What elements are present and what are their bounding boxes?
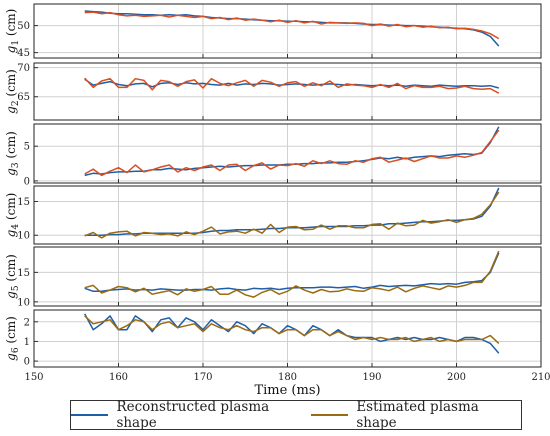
y-tick-label: 15	[17, 268, 30, 279]
y-axis-label: g1 (cm)	[4, 9, 21, 54]
x-tick-label: 200	[447, 372, 466, 383]
panel-frame	[33, 3, 542, 59]
legend-label-estimated: Estimated plasma shape	[356, 399, 479, 431]
y-tick-label: 70	[17, 63, 30, 74]
x-axis-label: Time (ms)	[254, 383, 320, 398]
series-line-estimated	[84, 129, 500, 177]
x-tick-label: 180	[278, 372, 297, 383]
legend-item-reconstructed: Reconstructed plasma shape	[71, 399, 311, 431]
y-tick-label: 10	[17, 297, 30, 308]
legend-label-reconstructed: Reconstructed plasma shape	[116, 399, 270, 431]
y-tick-label: 2	[24, 317, 30, 328]
x-tick-label: 150	[24, 372, 43, 383]
y-tick-label: 0	[24, 357, 30, 368]
y-axis-label: g2 (cm)	[4, 69, 21, 114]
series-line-estimated	[84, 77, 500, 94]
series-line-estimated	[84, 315, 500, 344]
x-tick-label: 190	[362, 372, 381, 383]
series-line-estimated	[84, 191, 500, 239]
x-tick-label: 210	[531, 372, 550, 383]
y-tick-label: 45	[17, 48, 30, 59]
legend-swatch-estimated	[310, 414, 349, 416]
panel-frame	[33, 123, 542, 184]
y-tick-label: 15	[17, 197, 30, 208]
y-tick-label: 65	[17, 92, 30, 103]
y-axis-label: g6 (cm)	[4, 316, 21, 361]
y-tick-label: 1	[24, 337, 30, 348]
y-axis-label: g5 (cm)	[4, 254, 21, 299]
y-axis-label: g4 (cm)	[4, 193, 21, 238]
series-line-reconstructed	[84, 187, 500, 236]
series-line-reconstructed	[84, 313, 500, 354]
y-tick-label: 10	[17, 231, 30, 242]
panel-frame	[33, 246, 542, 307]
legend-item-estimated: Estimated plasma shape	[310, 399, 521, 431]
y-tick-label: 0	[24, 176, 30, 187]
panel-frame	[33, 62, 542, 121]
y-axis-label: g3 (cm)	[4, 131, 21, 176]
y-tick-label: 5	[24, 142, 30, 153]
y-tick-label: 50	[17, 21, 30, 32]
series-line-reconstructed	[84, 126, 500, 177]
x-tick-label: 170	[193, 372, 212, 383]
panel-frame	[33, 309, 542, 368]
series-line-estimated	[84, 11, 500, 40]
x-tick-label: 160	[109, 372, 128, 383]
legend-swatch-reconstructed	[71, 414, 109, 416]
series-line-estimated	[84, 250, 500, 298]
series-line-reconstructed	[84, 78, 499, 89]
legend: Reconstructed plasma shape Estimated pla…	[70, 399, 522, 431]
panel-frame	[33, 185, 542, 245]
